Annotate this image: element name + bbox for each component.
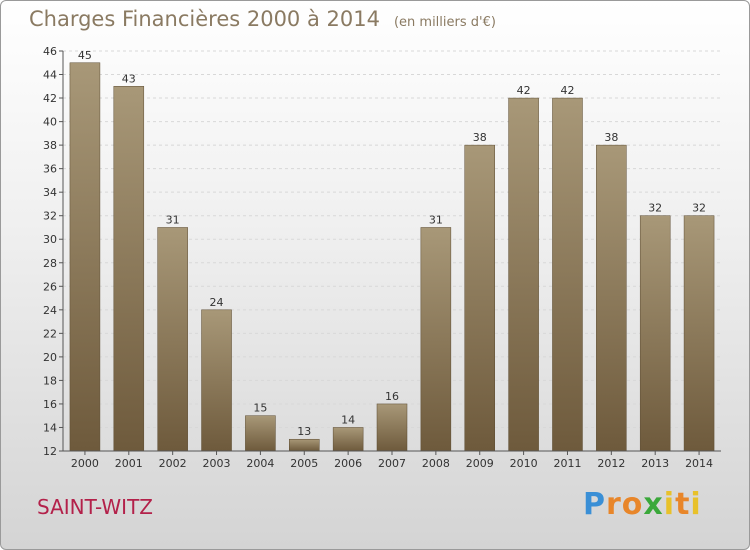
y-tick-label: 18	[43, 374, 57, 387]
x-tick-label-2003: 2003	[203, 457, 231, 470]
x-tick-label-2004: 2004	[246, 457, 274, 470]
x-tick-label-2005: 2005	[290, 457, 318, 470]
bar-2001	[113, 86, 145, 452]
x-tick-label-2014: 2014	[685, 457, 713, 470]
data-label-2007: 16	[385, 390, 399, 403]
logo-letter: i	[690, 487, 702, 522]
y-tick-label: 26	[43, 280, 57, 293]
logo-letter: x	[643, 487, 664, 522]
y-tick-label: 12	[43, 445, 57, 458]
data-label-2013: 32	[648, 202, 662, 215]
data-label-2003: 24	[210, 296, 224, 309]
bar-2008	[420, 227, 452, 452]
x-tick-label-2008: 2008	[422, 457, 450, 470]
x-tick-label-2001: 2001	[115, 457, 143, 470]
y-tick-label: 36	[43, 163, 57, 176]
data-label-2014: 32	[692, 202, 706, 215]
bars-group: 45 43 31 24 15 13 14 16 31 38 42 42 38 32 32	[69, 49, 715, 452]
x-axis: 2000 2001 2002 2003 2004 2005 2006 2007 2008 2009…	[63, 450, 721, 470]
city-name: SAINT-WITZ	[37, 495, 153, 519]
data-label-2004: 15	[253, 402, 267, 415]
bar-2006	[332, 427, 364, 452]
data-label-2010: 42	[517, 84, 531, 97]
logo-letter: r	[606, 487, 622, 522]
y-tick-label: 30	[43, 233, 57, 246]
data-label-2002: 31	[166, 213, 180, 226]
bar-2003	[201, 309, 232, 452]
x-tick-label-2000: 2000	[71, 457, 99, 470]
data-label-2001: 43	[122, 72, 136, 85]
x-tick-label-2006: 2006	[334, 457, 362, 470]
y-tick-label: 42	[43, 92, 57, 105]
data-label-2006: 14	[341, 413, 355, 426]
y-tick-label: 24	[43, 304, 57, 317]
y-tick-label: 28	[43, 257, 57, 270]
bar-2000	[69, 62, 101, 452]
data-label-2000: 45	[78, 49, 92, 62]
y-tick-label: 40	[43, 116, 57, 129]
logo-letter: i	[663, 487, 676, 522]
bar-2005	[289, 438, 320, 452]
title-text: Charges Financières 2000 à 2014	[29, 7, 380, 31]
bar-2007	[376, 403, 408, 452]
y-tick-label: 46	[43, 45, 57, 58]
chart-subtitle: (en milliers d'€)	[393, 15, 496, 30]
bar-2009	[464, 144, 495, 452]
data-label-2011: 42	[560, 84, 574, 97]
data-label-2005: 13	[297, 425, 311, 438]
data-label-2008: 31	[429, 213, 443, 226]
y-tick-label: 38	[43, 139, 57, 152]
y-tick-label: 44	[43, 69, 57, 82]
y-tick-label: 16	[43, 398, 57, 411]
bar-2012	[596, 144, 627, 452]
data-label-2012: 38	[604, 131, 618, 144]
y-tick-label: 20	[43, 351, 57, 364]
proxiti-logo: Proxiti	[583, 487, 702, 522]
bar-2011	[552, 97, 583, 452]
x-tick-label-2011: 2011	[553, 457, 581, 470]
y-axis: 12 14 16 18 20 22 24 26 28 30 32 34 36 38 40 42 44 46	[43, 45, 64, 458]
logo-letter: P	[583, 487, 606, 522]
x-tick-label-2013: 2013	[641, 457, 669, 470]
bar-2004	[245, 415, 276, 452]
bar-2014	[683, 215, 715, 452]
x-tick-label-2002: 2002	[159, 457, 187, 470]
logo-letter: o	[621, 487, 644, 522]
y-tick-label: 34	[43, 186, 57, 199]
y-tick-label: 14	[43, 421, 57, 434]
bar-2013	[639, 215, 671, 452]
logo-letter: t	[675, 487, 691, 522]
x-tick-label-2012: 2012	[597, 457, 625, 470]
bar-2002	[157, 227, 188, 452]
y-tick-label: 32	[43, 210, 57, 223]
chart-title: Charges Financières 2000 à 2014 (en milli…	[29, 7, 496, 31]
x-tick-label-2009: 2009	[466, 457, 494, 470]
y-tick-label: 22	[43, 327, 57, 340]
x-tick-label-2007: 2007	[378, 457, 406, 470]
data-label-2009: 38	[473, 131, 487, 144]
x-tick-label-2010: 2010	[510, 457, 538, 470]
bar-2010	[508, 97, 539, 452]
